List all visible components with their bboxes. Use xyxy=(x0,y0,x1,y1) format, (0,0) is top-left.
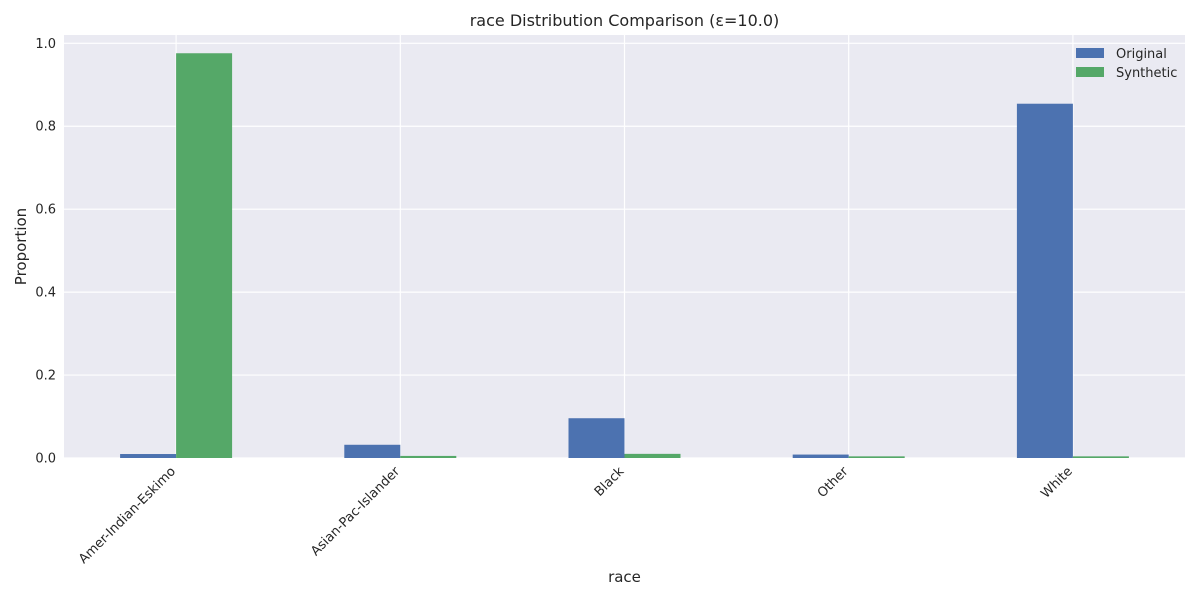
bar-synthetic-asian-pac-islander xyxy=(400,455,457,458)
bar-synthetic-other xyxy=(848,456,905,458)
bar-original-asian-pac-islander xyxy=(344,444,401,458)
x-tick-label: Amer-Indian-Eskimo xyxy=(76,464,179,567)
bar-original-black xyxy=(568,418,625,458)
x-tick-label: Asian-Pac-Islander xyxy=(308,464,403,559)
y-tick-label: 0.6 xyxy=(35,203,56,218)
y-tick-label: 0.0 xyxy=(35,452,56,467)
bar-original-amer-indian-eskimo xyxy=(120,454,177,458)
x-axis-ticks: Amer-Indian-Eskimo Asian-Pac-Islander Blac… xyxy=(76,464,1076,567)
chart-title: race Distribution Comparison (ε=10.0) xyxy=(470,11,780,30)
bar-synthetic-white xyxy=(1072,456,1129,458)
y-axis-label: Proportion xyxy=(12,208,30,285)
y-tick-label: 0.2 xyxy=(35,369,56,384)
x-tick-label: White xyxy=(1038,464,1075,501)
bars xyxy=(120,53,1129,458)
legend: Original Synthetic xyxy=(1076,47,1177,81)
bar-synthetic-black xyxy=(624,453,681,458)
y-tick-label: 0.4 xyxy=(35,286,56,301)
x-axis-label: race xyxy=(608,568,641,586)
bar-original-other xyxy=(792,454,849,458)
x-tick-label: Black xyxy=(592,464,628,500)
y-tick-label: 1.0 xyxy=(35,37,56,52)
legend-swatch-synthetic xyxy=(1076,67,1104,77)
y-axis-ticks: 0.0 0.2 0.4 0.6 0.8 1.0 xyxy=(35,37,56,467)
legend-label-synthetic: Synthetic xyxy=(1116,66,1177,81)
bar-original-white xyxy=(1016,103,1073,458)
legend-swatch-original xyxy=(1076,48,1104,58)
legend-label-original: Original xyxy=(1116,47,1167,62)
y-tick-label: 0.8 xyxy=(35,120,56,135)
bar-synthetic-amer-indian-eskimo xyxy=(176,53,233,458)
x-tick-label: Other xyxy=(815,464,852,501)
